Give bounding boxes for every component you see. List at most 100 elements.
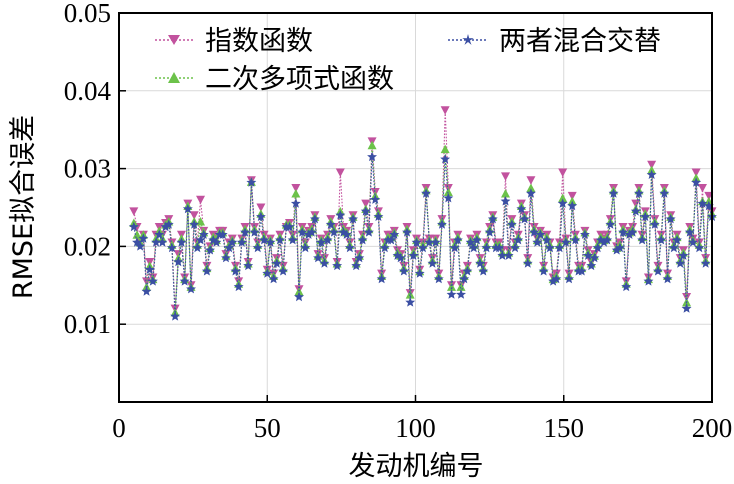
data-point (205, 245, 215, 255)
data-point (291, 188, 301, 198)
data-point (548, 276, 559, 286)
data-point (192, 242, 203, 253)
data-point (446, 289, 457, 299)
data-point (589, 252, 600, 263)
data-point (151, 237, 161, 247)
data-point (646, 169, 657, 179)
data-point (497, 250, 508, 260)
data-point (361, 199, 371, 209)
data-point (447, 282, 457, 291)
data-point (576, 266, 587, 276)
data-point (179, 276, 190, 286)
data-point (558, 168, 568, 177)
data-point (551, 273, 562, 284)
data-point (259, 235, 269, 245)
data-point (580, 229, 590, 239)
data-point (405, 297, 416, 307)
data-point (643, 276, 654, 286)
x-axis-title: 发动机编号 (349, 451, 484, 482)
data-point (624, 229, 635, 239)
data-point (433, 273, 444, 284)
data-point (681, 303, 692, 313)
data-point (306, 227, 317, 237)
data-point (557, 198, 568, 208)
data-point (376, 273, 387, 284)
data-point (201, 266, 212, 276)
data-point (408, 250, 419, 260)
data-point (418, 242, 428, 253)
data-point (472, 235, 482, 245)
data-point (459, 273, 470, 284)
data-point (160, 221, 171, 232)
data-point (138, 233, 149, 243)
data-point (329, 227, 339, 237)
data-point (163, 219, 174, 229)
data-point (367, 140, 377, 150)
data-point (637, 235, 648, 245)
data-point (230, 266, 241, 276)
data-point (599, 237, 609, 247)
y-tick-label: 0.02 (64, 231, 111, 261)
data-point (564, 273, 574, 284)
data-point (284, 221, 295, 232)
data-point (208, 235, 219, 245)
data-point (411, 237, 422, 247)
data-point (691, 177, 702, 187)
legend-item-mixed[interactable]: 两者混合交替 (448, 26, 661, 57)
data-point (621, 281, 632, 292)
data-point (611, 245, 622, 255)
data-point (668, 242, 679, 253)
data-point (344, 242, 355, 253)
data-point (297, 227, 308, 237)
data-point (595, 235, 606, 245)
data-point (484, 227, 495, 237)
data-point (360, 206, 371, 216)
data-point (501, 188, 511, 198)
data-point (405, 290, 415, 299)
legend-label-exp: 指数函数 (205, 26, 313, 57)
data-point (236, 237, 247, 247)
data-point (649, 219, 660, 229)
data-point (440, 106, 450, 115)
data-point (265, 237, 276, 247)
data-point (529, 227, 539, 237)
data-point (475, 258, 485, 268)
data-point (357, 235, 368, 245)
data-point (631, 199, 641, 209)
data-point (570, 235, 581, 245)
data-point (246, 177, 257, 187)
data-point (510, 242, 520, 253)
data-point (538, 266, 549, 276)
y-axis-title: RMSE拟合误差 (8, 115, 39, 299)
data-point (440, 154, 451, 164)
legend-marker-star (462, 34, 474, 45)
data-point (583, 250, 594, 260)
legend-marker-triangle-down (168, 35, 180, 45)
legend-item-exp[interactable]: 指数函数 (155, 26, 313, 57)
data-point (290, 198, 301, 208)
x-tick-label: 200 (692, 413, 733, 443)
data-point (640, 211, 651, 221)
data-point (313, 252, 323, 263)
data-point (602, 235, 613, 245)
data-point (653, 266, 663, 276)
series-3 (128, 151, 717, 321)
data-point (316, 237, 327, 247)
data-point (656, 235, 667, 245)
data-point (287, 235, 298, 245)
data-point (154, 229, 165, 239)
legend-item-poly[interactable]: 二次多项式函数 (155, 64, 394, 95)
data-point (675, 258, 686, 268)
data-point (389, 229, 400, 239)
data-point (196, 195, 206, 205)
data-point (634, 188, 644, 198)
x-tick-label: 150 (544, 413, 585, 443)
data-point (567, 200, 578, 211)
data-point (367, 151, 377, 162)
data-point (541, 235, 552, 245)
data-point (142, 277, 152, 286)
data-point (221, 252, 231, 263)
data-point (545, 242, 555, 253)
data-point (694, 242, 705, 253)
data-point (211, 237, 222, 247)
